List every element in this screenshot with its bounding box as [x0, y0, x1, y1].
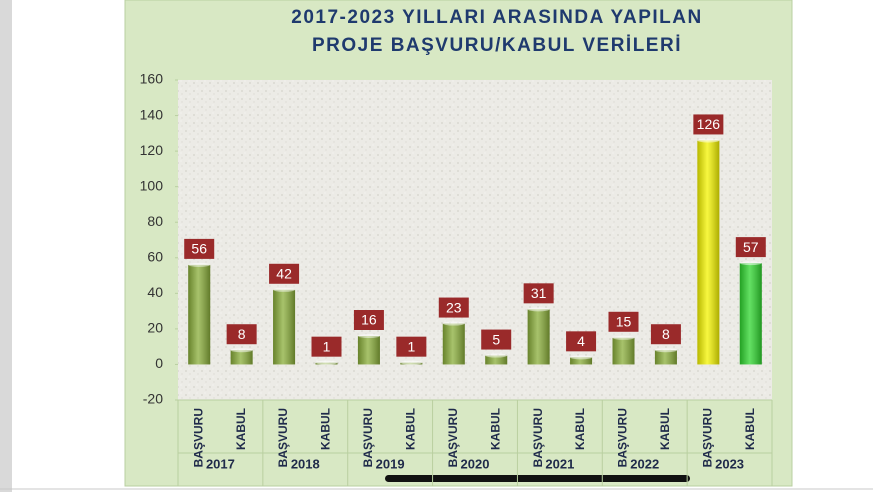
x-tick-label: KABUL	[488, 408, 502, 450]
value-label-box	[523, 283, 554, 304]
x-tick-label: BAŞVURU	[446, 408, 460, 467]
x-tick-label: KABUL	[658, 408, 672, 450]
value-label: 23	[446, 299, 462, 315]
group-label: 2022	[630, 456, 659, 471]
value-label: 56	[191, 241, 207, 257]
value-label-box	[269, 263, 300, 284]
x-tick-label: BAŞVURU	[276, 408, 290, 467]
value-label: 31	[531, 285, 547, 301]
value-label-box	[353, 310, 384, 330]
bar-cap	[442, 321, 465, 326]
bar	[697, 140, 720, 365]
value-label: 8	[238, 326, 246, 342]
bar-cap	[400, 360, 423, 365]
x-tick-label: BAŞVURU	[616, 408, 630, 467]
bar	[527, 309, 550, 365]
bar	[654, 350, 677, 365]
value-label-box	[735, 237, 766, 258]
value-label: 8	[662, 326, 670, 342]
group-label: 2018	[291, 456, 320, 471]
x-tick-label: KABUL	[573, 408, 587, 450]
y-tick-label: 0	[155, 355, 163, 371]
group-label: 2019	[376, 456, 405, 471]
x-tick-label: BAŞVURU	[191, 408, 205, 467]
value-label: 5	[492, 331, 500, 347]
x-tick-label: KABUL	[234, 408, 248, 450]
plot-area	[178, 80, 772, 400]
bar-cap	[739, 261, 762, 266]
chart-title: PROJE BAŞVURU/KABUL VERİLERİ	[312, 35, 682, 56]
value-label: 1	[407, 338, 415, 354]
scroll-indicator	[385, 475, 690, 482]
value-label-box	[650, 324, 681, 345]
bar-cap	[357, 334, 380, 338]
value-label-box	[311, 336, 342, 357]
bar-cap	[315, 360, 338, 365]
y-tick-label: 80	[147, 213, 163, 229]
bar-cap	[485, 353, 508, 358]
x-tick-label: BAŞVURU	[531, 408, 545, 467]
bar-cap	[230, 348, 253, 353]
group-label: 2021	[545, 456, 574, 471]
x-tick-label: KABUL	[404, 408, 418, 450]
y-tick-label: 120	[140, 142, 164, 158]
value-label-box	[566, 331, 597, 352]
value-label: 15	[616, 313, 632, 329]
bar-cap	[188, 262, 211, 267]
y-tick-label: -20	[143, 391, 163, 407]
bar	[273, 289, 296, 365]
x-tick-label: KABUL	[319, 408, 333, 450]
chart-title: 2017-2023 YILLARI ARASINDA YAPILAN	[291, 7, 702, 28]
y-tick-label: 140	[140, 106, 164, 122]
value-label-box	[481, 329, 512, 350]
bar-cap	[273, 287, 296, 292]
value-label: 4	[577, 333, 585, 349]
bar	[188, 264, 211, 365]
x-tick-label: KABUL	[743, 408, 757, 450]
value-label-box	[184, 238, 215, 259]
value-label: 42	[276, 265, 292, 281]
value-label: 16	[361, 312, 377, 328]
x-tick-label: BAŞVURU	[361, 408, 375, 467]
bar	[612, 337, 635, 365]
side-strip	[0, 0, 12, 492]
value-label-box	[438, 297, 469, 318]
value-label-box	[396, 336, 427, 357]
value-label-box	[226, 324, 257, 345]
bar-cap	[612, 335, 635, 340]
group-label: 2017	[206, 456, 235, 471]
group-label: 2020	[461, 456, 490, 471]
x-tick-label: BAŞVURU	[701, 408, 715, 467]
y-tick-label: 20	[147, 320, 163, 336]
bar	[442, 323, 465, 365]
value-label-box	[693, 114, 724, 135]
y-tick-label: 60	[147, 248, 163, 264]
bar	[230, 350, 253, 365]
value-label: 126	[697, 116, 721, 132]
value-label-box	[608, 311, 639, 332]
bar	[357, 336, 380, 365]
group-label: 2023	[715, 456, 744, 471]
bar-cap	[527, 307, 550, 312]
bar-cap	[570, 355, 593, 360]
y-tick-label: 100	[140, 177, 164, 193]
value-label: 57	[743, 239, 759, 255]
bar-cap	[654, 348, 677, 353]
bar-cap	[697, 138, 720, 143]
bar	[739, 263, 762, 365]
y-tick-label: 160	[140, 71, 164, 87]
y-tick-label: 40	[147, 284, 163, 300]
value-label: 1	[323, 338, 331, 354]
